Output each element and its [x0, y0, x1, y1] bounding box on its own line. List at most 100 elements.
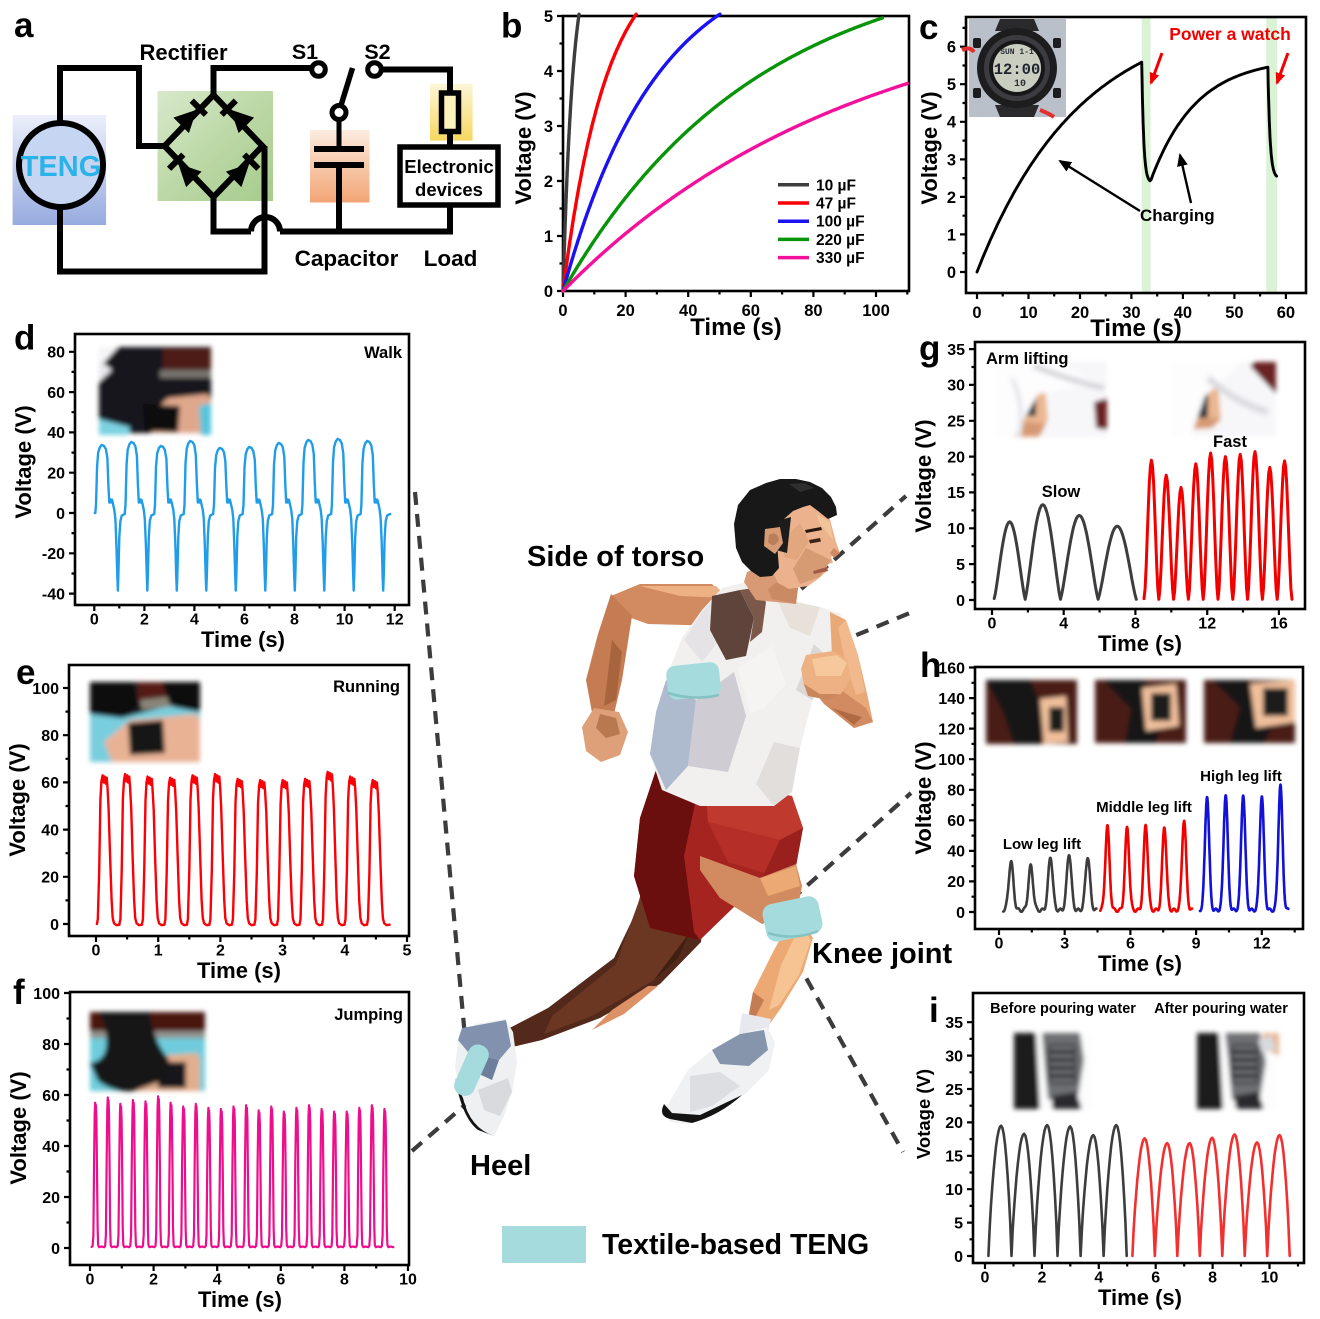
- svg-text:Voltage (V): Voltage (V): [11, 405, 36, 518]
- svg-text:20: 20: [47, 466, 65, 483]
- svg-text:Time (s): Time (s): [197, 958, 281, 983]
- svg-text:10 µF: 10 µF: [816, 177, 856, 194]
- svg-text:12: 12: [1198, 616, 1216, 633]
- svg-text:Before pouring water: Before pouring water: [990, 1001, 1136, 1017]
- svg-text:2: 2: [140, 612, 149, 629]
- svg-text:60: 60: [742, 302, 760, 320]
- svg-text:g: g: [919, 329, 940, 368]
- svg-text:100: 100: [33, 986, 60, 1003]
- svg-text:35: 35: [945, 1015, 963, 1032]
- svg-text:20: 20: [947, 449, 965, 466]
- svg-text:devices: devices: [415, 179, 483, 200]
- svg-text:0: 0: [86, 1272, 95, 1289]
- svg-text:6: 6: [947, 39, 956, 57]
- svg-text:5: 5: [544, 8, 553, 26]
- svg-text:Arm lifting: Arm lifting: [986, 350, 1069, 368]
- svg-text:0: 0: [988, 616, 997, 633]
- svg-text:80: 80: [947, 783, 965, 800]
- svg-text:2: 2: [216, 943, 225, 960]
- svg-text:47 µF: 47 µF: [816, 196, 856, 213]
- svg-text:Running: Running: [333, 678, 400, 696]
- svg-text:20: 20: [945, 1115, 963, 1132]
- svg-text:220 µF: 220 µF: [816, 232, 865, 249]
- svg-text:8: 8: [340, 1272, 349, 1289]
- svg-text:9: 9: [1192, 936, 1201, 953]
- svg-text:Load: Load: [424, 246, 478, 271]
- svg-text:0: 0: [995, 936, 1004, 953]
- svg-text:Voltage (V): Voltage (V): [917, 91, 942, 204]
- svg-text:0: 0: [51, 1241, 60, 1258]
- svg-text:10: 10: [399, 1272, 417, 1289]
- svg-text:100: 100: [32, 681, 59, 698]
- svg-text:50: 50: [1225, 304, 1243, 322]
- svg-text:Capacitor: Capacitor: [295, 246, 399, 271]
- svg-text:100 µF: 100 µF: [816, 214, 865, 231]
- svg-text:10: 10: [1261, 1270, 1279, 1287]
- svg-text:0: 0: [90, 612, 99, 629]
- svg-text:5: 5: [954, 1215, 963, 1232]
- svg-text:140: 140: [938, 691, 965, 708]
- svg-text:5: 5: [956, 557, 965, 574]
- svg-text:80: 80: [47, 345, 65, 362]
- svg-text:Voltage (V): Voltage (V): [6, 1071, 31, 1184]
- svg-text:100: 100: [938, 752, 965, 769]
- svg-text:35: 35: [947, 342, 965, 359]
- svg-text:8: 8: [1208, 1270, 1217, 1287]
- svg-text:12: 12: [386, 612, 404, 629]
- svg-text:330 µF: 330 µF: [816, 250, 865, 267]
- svg-text:i: i: [929, 991, 939, 1030]
- svg-text:80: 80: [804, 302, 822, 320]
- svg-text:40: 40: [47, 425, 65, 442]
- svg-text:0: 0: [56, 506, 65, 523]
- svg-text:80: 80: [41, 728, 59, 745]
- svg-text:Low leg lift: Low leg lift: [1003, 836, 1081, 853]
- svg-text:25: 25: [945, 1082, 963, 1099]
- svg-text:0: 0: [972, 304, 981, 322]
- svg-text:0: 0: [544, 283, 553, 301]
- svg-text:5: 5: [403, 943, 412, 960]
- svg-text:4: 4: [190, 612, 199, 629]
- svg-text:After pouring water: After pouring water: [1154, 1001, 1288, 1017]
- svg-text:a: a: [14, 6, 34, 45]
- svg-text:12:00: 12:00: [994, 61, 1041, 79]
- svg-text:20: 20: [947, 874, 965, 891]
- svg-text:2: 2: [947, 189, 956, 207]
- svg-text:f: f: [13, 973, 25, 1012]
- svg-text:Fast: Fast: [1213, 433, 1247, 451]
- svg-text:60: 60: [1277, 304, 1295, 322]
- svg-text:0: 0: [558, 302, 567, 320]
- svg-text:4: 4: [947, 114, 957, 132]
- svg-text:40: 40: [679, 302, 697, 320]
- svg-text:0: 0: [954, 1249, 963, 1266]
- svg-text:-20: -20: [42, 546, 65, 563]
- svg-text:10: 10: [947, 521, 965, 538]
- svg-text:2: 2: [1037, 1270, 1046, 1287]
- svg-text:4: 4: [1094, 1270, 1103, 1287]
- svg-text:Slow: Slow: [1042, 483, 1081, 501]
- svg-text:4: 4: [340, 943, 349, 960]
- svg-text:40: 40: [41, 822, 59, 839]
- svg-text:Time (s): Time (s): [1098, 631, 1182, 656]
- svg-text:30: 30: [945, 1048, 963, 1065]
- svg-text:Rectifier: Rectifier: [139, 40, 227, 65]
- svg-text:Jumping: Jumping: [334, 1006, 403, 1024]
- svg-text:TENG: TENG: [21, 151, 102, 183]
- svg-text:3: 3: [1060, 936, 1069, 953]
- svg-text:4: 4: [1059, 616, 1068, 633]
- svg-text:1: 1: [544, 228, 553, 246]
- svg-text:Voltage (V): Voltage (V): [911, 741, 936, 854]
- svg-text:40: 40: [42, 1139, 60, 1156]
- svg-text:15: 15: [945, 1149, 963, 1166]
- svg-text:0: 0: [981, 1270, 990, 1287]
- svg-text:10: 10: [1019, 304, 1037, 322]
- svg-text:60: 60: [947, 813, 965, 830]
- svg-text:25: 25: [947, 414, 965, 431]
- svg-text:Votage (V): Votage (V): [913, 1069, 934, 1159]
- svg-text:2: 2: [149, 1272, 158, 1289]
- svg-text:b: b: [501, 7, 522, 46]
- svg-text:20: 20: [42, 1190, 60, 1207]
- svg-text:Time (s): Time (s): [1098, 951, 1182, 976]
- svg-text:Time (s): Time (s): [690, 314, 782, 341]
- svg-text:6: 6: [276, 1272, 285, 1289]
- svg-text:Time (s): Time (s): [201, 627, 285, 652]
